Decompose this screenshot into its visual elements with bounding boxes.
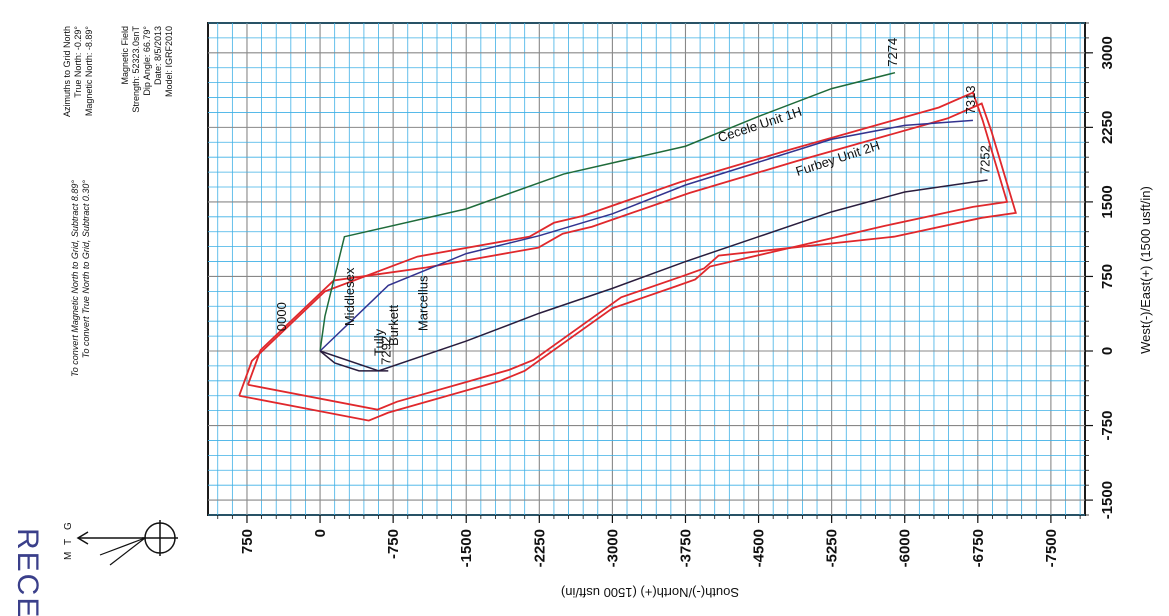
inner-boundary — [247, 102, 1017, 411]
x-tick-label: -1500 — [458, 529, 475, 567]
x-tick-label: -4500 — [751, 529, 768, 567]
y-tick-label: 3000 — [1099, 36, 1116, 69]
well-path-1 — [319, 71, 896, 352]
grid — [208, 22, 1085, 516]
well-path-3 — [319, 179, 988, 372]
depth-label-4: 7292 — [378, 336, 393, 365]
well-path-4 — [319, 350, 389, 372]
depth-label-2: 7313 — [963, 85, 978, 114]
magfield-line-1: Magnetic Field — [120, 26, 130, 85]
north-arrow-t: T — [63, 539, 74, 545]
x-axis-title: South(-)/North(+) (1500 usft/in) — [561, 585, 739, 600]
magfield-line-5: Model: IGRF2010 — [164, 26, 174, 97]
x-tick-label: -7500 — [1043, 529, 1060, 567]
x-tick-label: -3000 — [604, 529, 621, 567]
y-tick-label: -1500 — [1099, 481, 1116, 519]
north-arrow-icon: M T G — [63, 520, 178, 566]
lease-boundaries — [238, 91, 1017, 422]
formation-label: Marcellus — [415, 275, 430, 331]
azimuth-line-2: True North: -0.29° — [73, 26, 83, 98]
formation-label: Burkett — [386, 304, 401, 346]
north-arrow-g: G — [63, 522, 74, 530]
magfield-line-4: Date: 8/5/2013 — [153, 26, 163, 85]
y-tick-label: 2250 — [1099, 111, 1116, 144]
convert-note-1: To convert Magnetic North to Grid, Subtr… — [70, 180, 80, 377]
received-stamp: RECE — [11, 528, 44, 616]
azimuth-line-3: Magnetic North: -8.89° — [84, 26, 94, 117]
start-label: 0000 — [274, 302, 289, 331]
x-tick-label: -2250 — [531, 529, 548, 567]
notes-block: Azimuths to Grid North True North: -0.29… — [62, 26, 174, 377]
y-tick-label: -750 — [1099, 411, 1116, 441]
magfield-line-3: Dip Angle: 66.79° — [142, 26, 152, 96]
magfield-line-2: Strength: 52323.0snT — [131, 26, 141, 113]
y-tick-label: 750 — [1099, 264, 1116, 289]
convert-note-2: To convert True North to Grid, Subtract … — [81, 180, 91, 359]
well-paths — [319, 71, 988, 372]
x-tick-label: -750 — [385, 529, 402, 559]
x-tick-label: 750 — [239, 529, 256, 554]
x-tick-label: -6000 — [897, 529, 914, 567]
plot-frame — [207, 22, 1086, 516]
x-tick-label: -5250 — [824, 529, 841, 567]
north-arrow-m: M — [63, 552, 74, 560]
x-tick-label: 0 — [312, 529, 329, 537]
x-tick-label: -3750 — [677, 529, 694, 567]
depth-label-1: 7274 — [885, 38, 900, 67]
x-axis-ticks: 750 0 -750 -1500 -2250 -3000 -3750 -4500 -5250 -6… — [217, 515, 1081, 567]
outer-boundary — [238, 91, 1009, 422]
y-tick-label: 0 — [1099, 347, 1116, 355]
azimuth-line-1: Azimuths to Grid North — [62, 26, 72, 117]
y-axis-title: West(-)/East(+) (1500 usft/in) — [1138, 186, 1153, 354]
y-tick-label: 1500 — [1099, 185, 1116, 218]
formation-label: Middlesex — [342, 267, 357, 326]
y-axis-ticks: -1500 -750 0 750 1500 2250 3000 — [1085, 22, 1116, 519]
well-path-2 — [319, 119, 973, 352]
x-tick-label: -6750 — [970, 529, 987, 567]
depth-label-3: 7252 — [978, 145, 993, 174]
formation-label: Tully — [371, 329, 386, 356]
